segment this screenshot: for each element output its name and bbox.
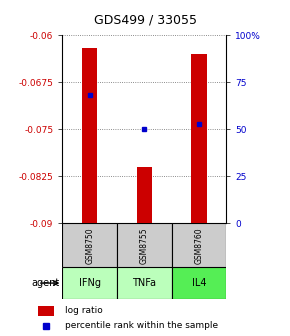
Bar xyxy=(38,306,54,316)
Bar xyxy=(62,267,117,299)
Bar xyxy=(62,223,117,267)
Text: log ratio: log ratio xyxy=(65,306,103,315)
Bar xyxy=(172,223,226,267)
Bar xyxy=(137,167,152,223)
Text: agent: agent xyxy=(31,278,59,288)
Text: IL4: IL4 xyxy=(192,278,206,288)
Bar xyxy=(117,267,172,299)
Text: percentile rank within the sample: percentile rank within the sample xyxy=(65,321,218,330)
Text: GSM8750: GSM8750 xyxy=(85,227,94,264)
Text: GDS499 / 33055: GDS499 / 33055 xyxy=(93,13,197,27)
Bar xyxy=(117,223,172,267)
Text: IFNg: IFNg xyxy=(79,278,101,288)
Text: GSM8755: GSM8755 xyxy=(140,227,149,264)
Bar xyxy=(172,267,226,299)
Text: GSM8760: GSM8760 xyxy=(194,227,203,264)
Bar xyxy=(191,54,206,223)
Bar xyxy=(82,48,97,223)
Text: TNFa: TNFa xyxy=(132,278,156,288)
